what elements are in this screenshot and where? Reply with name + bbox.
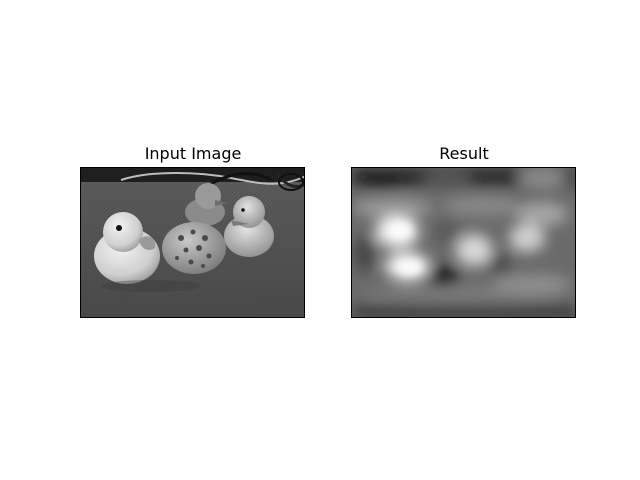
input-image — [81, 168, 305, 318]
result-image — [352, 168, 576, 318]
input-image-title: Input Image — [80, 144, 306, 163]
result-panel — [351, 167, 576, 318]
result-title: Result — [351, 144, 577, 163]
input-image-panel — [80, 167, 305, 318]
